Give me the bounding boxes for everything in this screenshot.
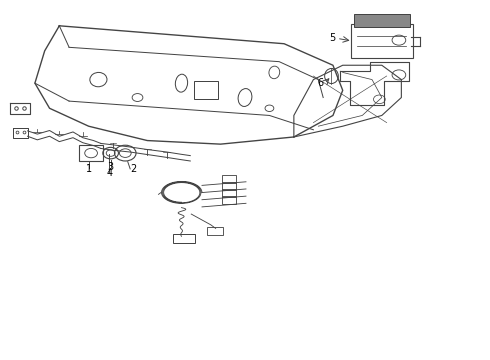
Text: 6: 6 [317,78,323,88]
Text: 5: 5 [329,33,335,43]
Text: 3: 3 [108,162,114,172]
Text: 4: 4 [106,168,112,179]
Text: 2: 2 [130,164,136,174]
FancyBboxPatch shape [354,14,410,27]
Text: 1: 1 [86,164,92,174]
